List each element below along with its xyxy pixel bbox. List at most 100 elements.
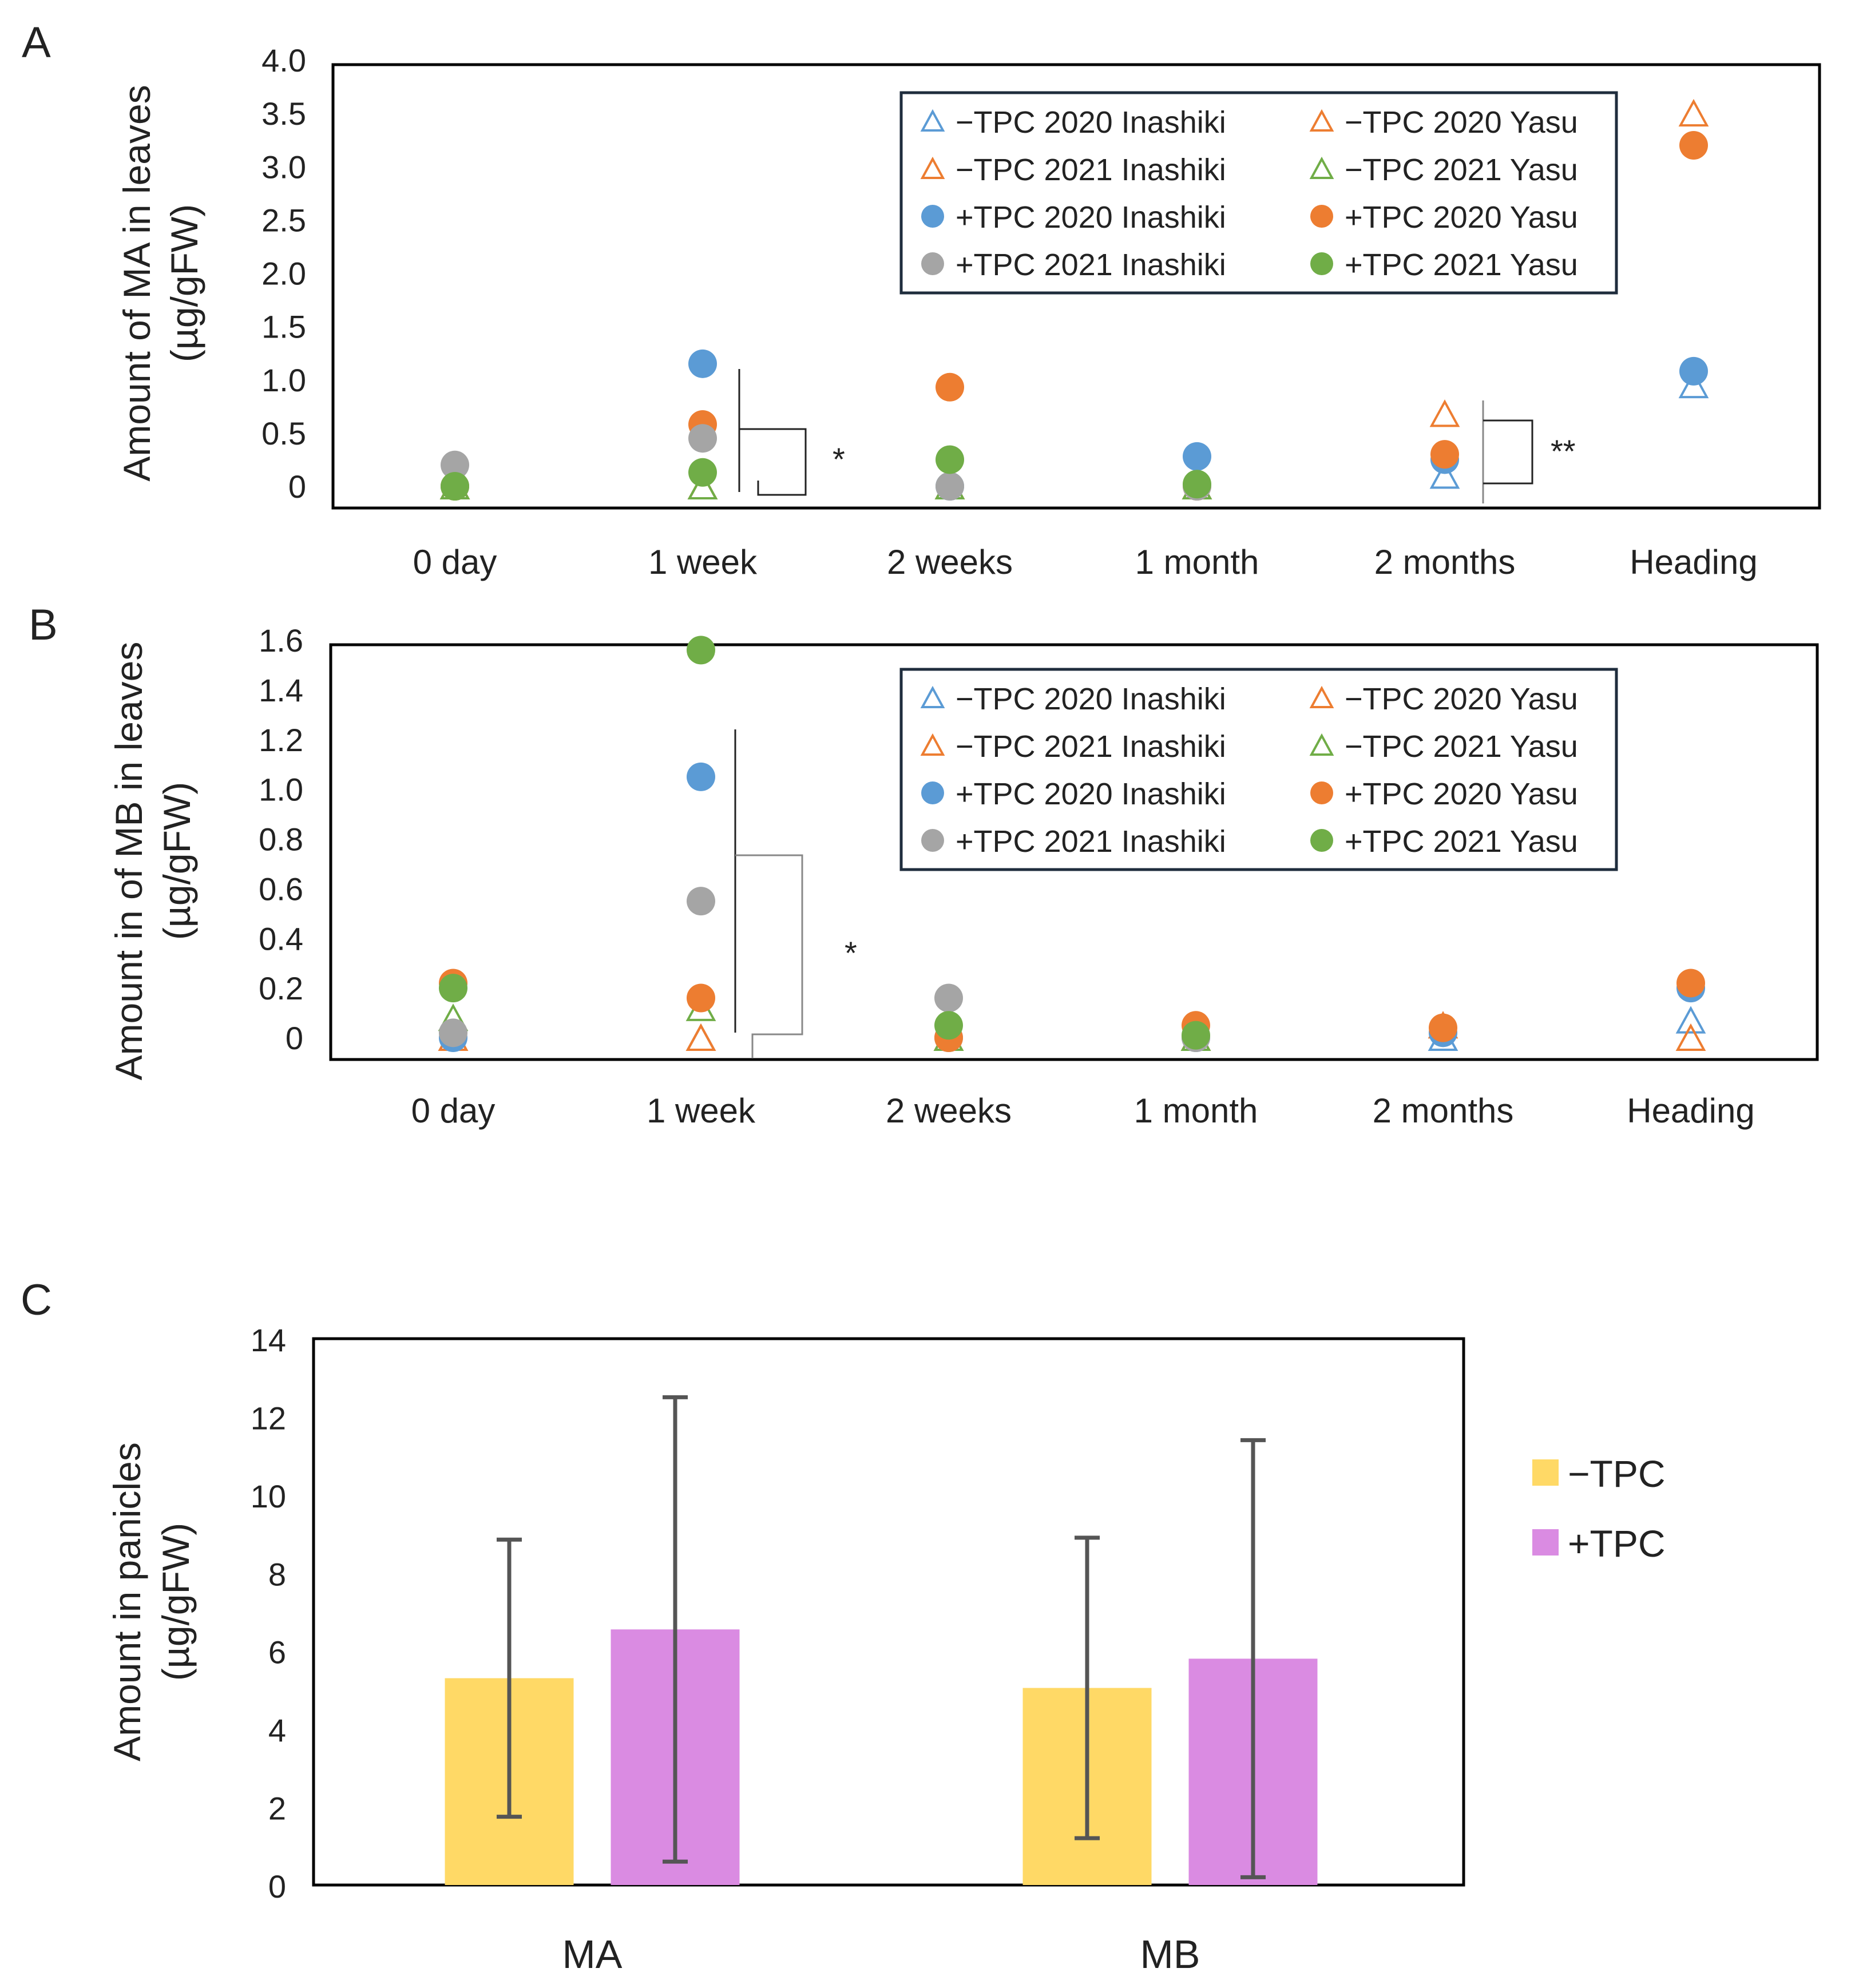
panel-b-ylabel-line2: (µg/gFW): [156, 782, 198, 940]
legend-marker-triangle: [1309, 733, 1334, 756]
panel-b-x-categories: 0 day 1 week 2 weeks 1 month 2 months Heading: [411, 1092, 1755, 1130]
panel-a-y-tick-label: 3.5: [261, 96, 306, 132]
legend-entry-label: +TPC 2020 Inashiki: [956, 777, 1226, 811]
panel-b-x-category-label: 0 day: [411, 1092, 496, 1130]
panel-c-y-ticks: 0 2 4 6 8 10 12 14: [251, 1322, 286, 1904]
panel-b-x-category-label: 1 month: [1134, 1092, 1258, 1130]
panel-c-x-category-label: MB: [1140, 1932, 1200, 1977]
panel-a-bracket2: [1483, 419, 1533, 485]
panel-b-significance: *: [734, 729, 857, 1058]
legend-marker-triangle: [1309, 685, 1334, 708]
legend-entry-label: +TPC 2021 Yasu: [1345, 824, 1578, 859]
panel-c-ylabel-line1: Amount in panicles: [106, 1442, 148, 1761]
panel-a-point-triangle: [1678, 370, 1709, 399]
panel-b-point: [687, 887, 715, 916]
legend-entry-label: −TPC 2021 Yasu: [1345, 729, 1578, 764]
panel-c-ylabel-line2: (µg/gFW): [154, 1523, 197, 1681]
panel-c-plot-frame: [312, 1337, 1465, 1887]
panel-c-y-tick-label: 4: [268, 1712, 286, 1748]
panel-a-point: [688, 424, 717, 453]
panel-a-point-triangle: [1429, 461, 1460, 489]
panel-b-y-tick-label: 1.0: [259, 772, 303, 808]
legend-marker-triangle: [920, 109, 945, 132]
panel-c-bars: [445, 1395, 1318, 1885]
legend-marker-triangle: [1309, 156, 1334, 179]
panel-a-x-category-label: 1 week: [648, 543, 758, 581]
panel-a-y-tick-label: 0: [288, 469, 306, 505]
panel-a-y-tick-label: 1.0: [261, 362, 306, 398]
panel-b-y-tick-label: 1.4: [259, 672, 303, 708]
panel-a-point-triangle: [1678, 98, 1709, 127]
panel-a-legend-box: [899, 91, 1618, 295]
panel-a-ylabel-line1: Amount of MA in leaves: [116, 85, 158, 481]
panel-a-point: [441, 450, 469, 479]
panel-a-sig-stars: **: [1551, 433, 1576, 469]
panel-a-ylabel-line2: (µg/gFW): [163, 204, 205, 362]
panel-a-point: [1430, 440, 1459, 469]
panel-b-point: [439, 974, 467, 1003]
legend-marker-circle: [1310, 252, 1333, 275]
legend-entry-label: +TPC 2020 Yasu: [1345, 200, 1578, 235]
panel-a-point: [936, 372, 964, 402]
panel-a-point: [688, 349, 717, 378]
panel-b-plot-frame: [329, 643, 1819, 1061]
panel-a-point: [1679, 131, 1708, 160]
panel-b-y-tick-label: 0.8: [259, 822, 303, 858]
legend-marker-circle: [921, 205, 944, 228]
legend-entry-label: −TPC 2020 Yasu: [1345, 682, 1578, 716]
panel-c-y-tick-label: 12: [251, 1400, 286, 1436]
legend-marker-triangle: [920, 156, 945, 179]
panel-b-y-tick-label: 1.2: [259, 722, 303, 758]
panel-b-y-tick-label: 0.6: [259, 871, 303, 907]
panel-c-y-tick-label: 14: [251, 1322, 286, 1358]
panel-a-bracket: [739, 428, 807, 496]
legend-entry-label: +TPC 2020 Yasu: [1345, 777, 1578, 811]
panel-a-point: [936, 472, 964, 501]
panel-a-sig-star: *: [833, 441, 845, 477]
legend-marker-circle: [1310, 829, 1333, 852]
panel-a-point-triangle: [687, 471, 718, 499]
legend-marker-circle: [1310, 781, 1333, 804]
panel-a-x-categories: 0 day 1 week 2 weeks 1 month 2 months Heading: [413, 543, 1758, 581]
panel-b-x-category-label: 1 week: [647, 1092, 756, 1130]
panel-a-points: [439, 98, 1709, 501]
panel-c-x-category-label: MA: [562, 1932, 623, 1977]
legend-entry-label: +TPC 2021 Yasu: [1345, 248, 1578, 282]
panel-a-plot-frame: [331, 63, 1821, 510]
panel-b-point: [1429, 1013, 1457, 1042]
panel-a: A Amount of MA in leaves (µg/gFW) 0 0.5 1.…: [22, 18, 1821, 581]
panel-b-point: [1676, 969, 1705, 998]
panel-a-point: [1183, 470, 1211, 499]
legend-marker-circle: [921, 252, 944, 275]
legend-entry-label: −TPC 2021 Yasu: [1345, 153, 1578, 187]
panel-c-legend-swatch: [1532, 1529, 1559, 1556]
legend-entry-label: −TPC 2021 Inashiki: [956, 153, 1226, 187]
panel-c-y-tick-label: 8: [268, 1556, 286, 1592]
panel-a-x-category-label: 0 day: [413, 543, 497, 581]
legend-entry-label: +TPC 2021 Inashiki: [956, 824, 1226, 859]
panel-a-x-category-label: Heading: [1630, 543, 1758, 581]
legend-marker-triangle: [920, 733, 945, 756]
panel-a-point: [441, 472, 469, 501]
legend-entry-label: −TPC 2020 Inashiki: [956, 682, 1226, 716]
panel-a-point-triangle: [1429, 399, 1460, 427]
panel-a-x-category-label: 2 months: [1374, 543, 1516, 581]
legend-entry-label: −TPC 2021 Inashiki: [956, 729, 1226, 764]
panel-a-y-tick-label: 4.0: [261, 42, 306, 78]
panel-b-point: [687, 762, 715, 791]
panel-a-point: [1183, 442, 1211, 471]
panel-c: C Amount in panicles (µg/gFW) 0 2 4 6 8 10 12 1…: [21, 1276, 1666, 1977]
panel-b-points: [438, 636, 1706, 1052]
legend-marker-circle: [921, 829, 944, 852]
panel-a-point: [936, 445, 964, 474]
panel-a-significance: * **: [738, 369, 1576, 503]
panel-b-point-triangle: [1675, 1006, 1706, 1034]
panel-c-legend-label: +TPC: [1568, 1522, 1666, 1565]
panel-a-y-tick-label: 0.5: [261, 415, 306, 451]
panel-b-bracket: [735, 854, 803, 1058]
panel-c-legend-swatch: [1532, 1459, 1559, 1486]
panel-a-y-tick-label: 2.0: [261, 256, 306, 292]
panel-a-point: [688, 458, 717, 487]
legend-entry-label: −TPC 2020 Yasu: [1345, 105, 1578, 140]
